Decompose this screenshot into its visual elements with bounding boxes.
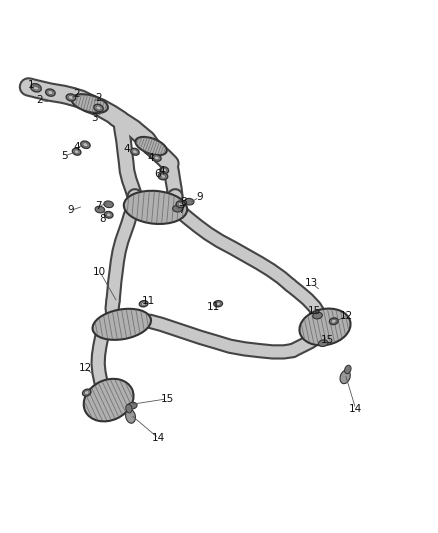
Ellipse shape (152, 155, 161, 161)
Ellipse shape (131, 148, 139, 155)
Ellipse shape (155, 156, 159, 160)
Ellipse shape (106, 213, 111, 216)
Text: 11: 11 (141, 296, 155, 305)
Text: 13: 13 (305, 278, 318, 288)
Text: 4: 4 (124, 144, 131, 154)
Ellipse shape (48, 91, 53, 94)
Text: 9: 9 (67, 205, 74, 215)
Text: 15: 15 (161, 394, 174, 404)
Text: 15: 15 (308, 306, 321, 316)
Text: 4: 4 (73, 142, 80, 152)
Ellipse shape (332, 319, 336, 323)
Ellipse shape (176, 201, 185, 207)
Text: 4: 4 (148, 153, 155, 163)
Ellipse shape (133, 150, 137, 154)
Ellipse shape (85, 391, 89, 394)
Ellipse shape (184, 198, 194, 205)
Text: 2: 2 (73, 90, 80, 99)
Text: 2: 2 (95, 93, 102, 103)
Text: 8: 8 (99, 214, 106, 224)
Ellipse shape (160, 167, 169, 174)
Ellipse shape (135, 137, 167, 155)
Ellipse shape (95, 206, 105, 213)
Ellipse shape (216, 302, 220, 305)
Ellipse shape (72, 148, 81, 155)
Ellipse shape (83, 143, 88, 147)
Text: 8: 8 (180, 197, 187, 207)
Ellipse shape (318, 340, 328, 346)
Ellipse shape (82, 389, 91, 396)
Text: 12: 12 (340, 311, 353, 320)
Ellipse shape (313, 312, 322, 319)
Ellipse shape (33, 85, 39, 90)
Ellipse shape (345, 365, 351, 374)
Text: 4: 4 (159, 166, 166, 176)
Ellipse shape (139, 301, 148, 307)
Text: 14: 14 (349, 404, 362, 414)
Text: 11: 11 (207, 302, 220, 312)
Ellipse shape (340, 370, 350, 384)
Ellipse shape (178, 203, 183, 206)
Ellipse shape (104, 212, 113, 218)
Text: 6: 6 (154, 168, 161, 179)
Text: 9: 9 (196, 192, 203, 203)
Text: 3: 3 (91, 112, 98, 123)
Ellipse shape (173, 205, 182, 212)
Ellipse shape (68, 95, 74, 99)
Ellipse shape (94, 104, 103, 111)
Text: 7: 7 (178, 205, 185, 215)
Text: 15: 15 (321, 335, 334, 345)
Ellipse shape (31, 84, 41, 92)
Ellipse shape (300, 309, 350, 345)
Text: 7: 7 (95, 201, 102, 211)
Text: 10: 10 (93, 266, 106, 277)
Ellipse shape (46, 89, 55, 96)
Ellipse shape (160, 174, 166, 178)
Ellipse shape (126, 404, 132, 413)
Ellipse shape (92, 309, 151, 340)
Text: 2: 2 (36, 95, 43, 105)
Ellipse shape (66, 94, 76, 101)
Ellipse shape (158, 173, 168, 180)
Ellipse shape (141, 302, 146, 305)
Ellipse shape (72, 94, 108, 113)
Ellipse shape (329, 318, 338, 325)
Ellipse shape (104, 201, 113, 208)
Ellipse shape (74, 150, 79, 154)
Ellipse shape (96, 106, 101, 110)
Ellipse shape (84, 379, 134, 422)
Text: 14: 14 (152, 433, 165, 443)
Ellipse shape (126, 409, 135, 423)
Ellipse shape (162, 168, 166, 172)
Text: 12: 12 (79, 363, 92, 373)
Ellipse shape (81, 141, 90, 148)
Text: 5: 5 (61, 151, 68, 160)
Ellipse shape (214, 301, 223, 307)
Ellipse shape (127, 402, 137, 409)
Ellipse shape (124, 191, 187, 224)
Text: 1: 1 (27, 80, 34, 90)
